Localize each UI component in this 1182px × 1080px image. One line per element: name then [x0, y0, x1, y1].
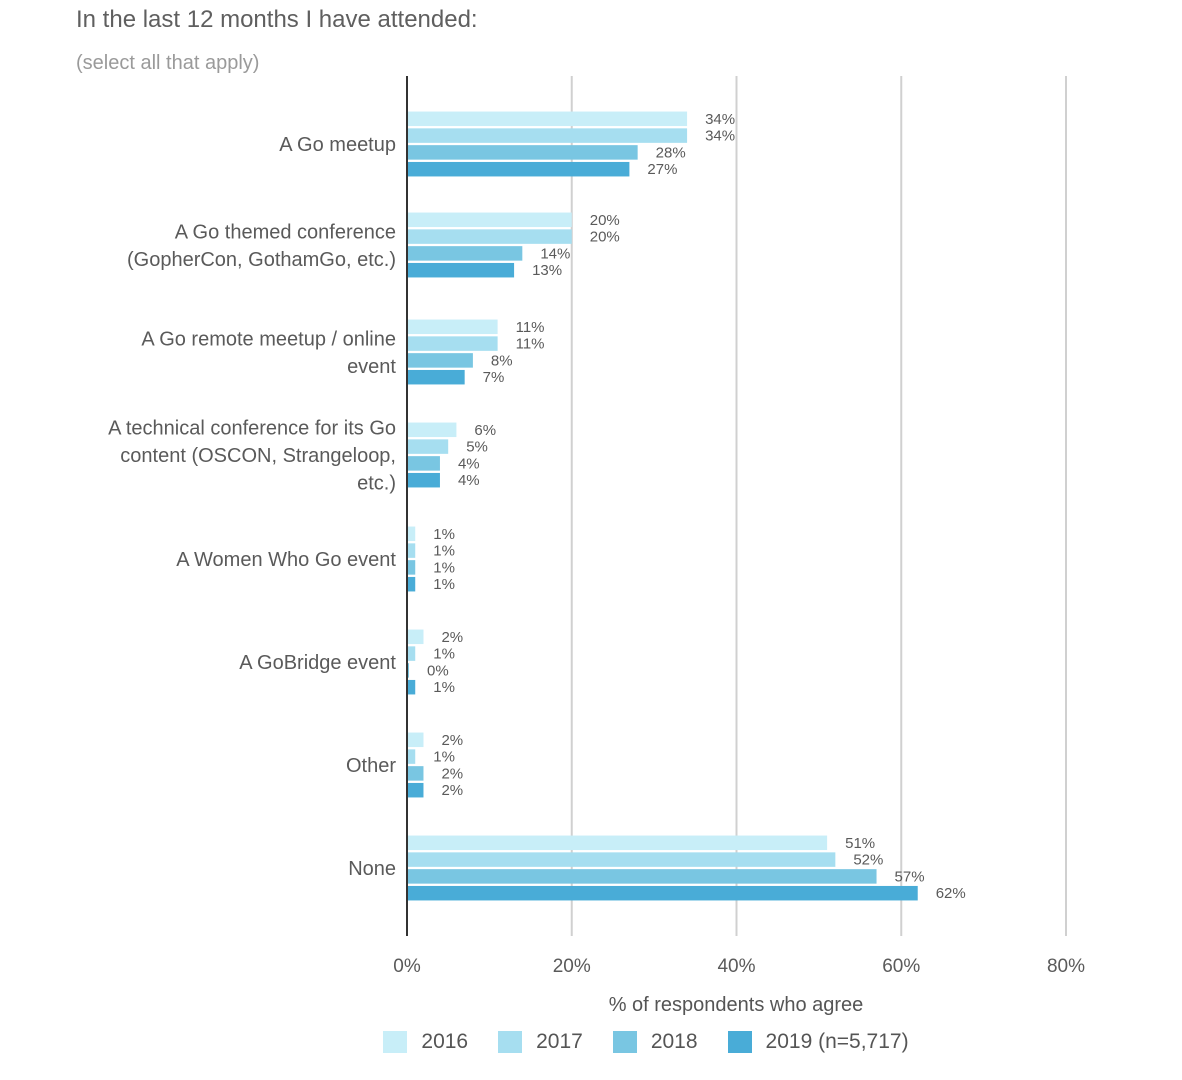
legend-swatch: [727, 1031, 752, 1053]
data-label: 11%: [516, 336, 545, 353]
bar: [407, 543, 416, 558]
data-label: 1%: [433, 749, 455, 766]
data-label: 6%: [474, 422, 496, 439]
bar: [407, 422, 457, 438]
x-tick-label: 60%: [882, 956, 920, 977]
bar: [407, 629, 424, 645]
data-label: 2%: [441, 782, 463, 799]
bar: [407, 212, 572, 228]
legend-swatch: [612, 1031, 637, 1053]
category-label: A Go themed conference: [175, 221, 396, 243]
category-label: event: [347, 356, 396, 378]
bar: [407, 852, 836, 867]
data-label: 1%: [433, 576, 455, 593]
legend-label: 2019 (n=5,717): [765, 1030, 909, 1053]
data-label: 2%: [441, 765, 463, 782]
data-label: 13%: [532, 262, 562, 279]
bar: [407, 161, 630, 177]
bar: [407, 646, 416, 661]
legend-label: 2018: [650, 1030, 698, 1053]
bar: [407, 262, 515, 278]
bar: [407, 576, 416, 592]
data-label: 34%: [705, 111, 735, 128]
legend-item-2019: 2019 (n=5,717): [727, 1030, 909, 1054]
data-label: 52%: [853, 852, 883, 869]
legend-swatch: [383, 1031, 408, 1053]
data-label: 4%: [458, 455, 480, 472]
data-label: 1%: [433, 559, 455, 576]
legend: 2016 2017 2018 2019 (n=5,717): [0, 1030, 1182, 1054]
legend-item-2017: 2017: [498, 1030, 583, 1054]
legend-item-2016: 2016: [383, 1030, 468, 1054]
data-label: 1%: [433, 526, 455, 543]
data-label: 14%: [540, 245, 570, 262]
x-tick-label: 20%: [553, 956, 591, 977]
data-label: 0%: [427, 662, 449, 679]
category-label: etc.): [357, 473, 396, 495]
chart-title: In the last 12 months I have attended:: [76, 6, 478, 33]
data-label: 27%: [647, 161, 677, 178]
category-label: A Women Who Go event: [176, 549, 396, 571]
data-label: 20%: [590, 212, 620, 229]
category-label: A GoBridge event: [239, 652, 396, 674]
data-label: 62%: [936, 885, 966, 902]
bar: [407, 456, 440, 471]
data-label: 34%: [705, 128, 735, 145]
data-label: 11%: [516, 319, 545, 336]
bar: [407, 472, 440, 488]
bar: [407, 766, 424, 781]
bar: [407, 128, 688, 143]
legend-label: 2017: [536, 1030, 583, 1053]
category-label: None: [348, 858, 396, 880]
data-label: 2%: [441, 629, 463, 646]
category-label: A technical conference for its Go: [108, 418, 396, 440]
bar: [407, 885, 918, 901]
data-label: 57%: [895, 868, 925, 885]
data-label: 8%: [491, 352, 513, 369]
bar: [407, 526, 416, 542]
category-label: (GopherCon, GothamGo, etc.): [127, 249, 396, 271]
bar: [407, 369, 465, 385]
category-label: Other: [346, 755, 396, 777]
data-label: 1%: [433, 646, 455, 663]
data-label: 5%: [466, 439, 488, 456]
legend-swatch: [498, 1031, 523, 1053]
data-label: 1%: [433, 679, 455, 696]
data-label: 2%: [441, 732, 463, 749]
x-tick-label: 0%: [393, 956, 421, 977]
bar: [407, 353, 473, 368]
bar: [407, 732, 424, 748]
x-tick-label: 80%: [1047, 956, 1085, 977]
data-label: 20%: [590, 229, 620, 246]
bar: [407, 111, 688, 127]
data-label: 1%: [433, 543, 455, 560]
bar: [407, 835, 828, 851]
data-label: 7%: [483, 369, 505, 386]
category-label: content (OSCON, Strangeloop,: [120, 445, 396, 467]
bar: [407, 229, 572, 244]
bar: [407, 869, 877, 884]
data-label: 51%: [845, 835, 875, 852]
chart-subtitle: (select all that apply): [76, 52, 260, 74]
data-label: 4%: [458, 472, 480, 489]
bar: [407, 782, 424, 798]
bar: [407, 319, 498, 335]
bar: [407, 336, 498, 351]
bar: [407, 560, 416, 575]
category-label: A Go meetup: [279, 134, 396, 156]
x-tick-label: 40%: [717, 956, 755, 977]
x-axis-label: % of respondents who agree: [608, 994, 864, 1016]
bar: [407, 246, 523, 261]
bar: [407, 679, 416, 695]
legend-label: 2016: [421, 1030, 469, 1053]
category-label: A Go remote meetup / online: [141, 328, 396, 350]
bar: [407, 145, 638, 160]
data-label: 28%: [656, 144, 686, 161]
bar: [407, 439, 449, 454]
bar: [407, 749, 416, 764]
legend-item-2018: 2018: [612, 1030, 698, 1054]
